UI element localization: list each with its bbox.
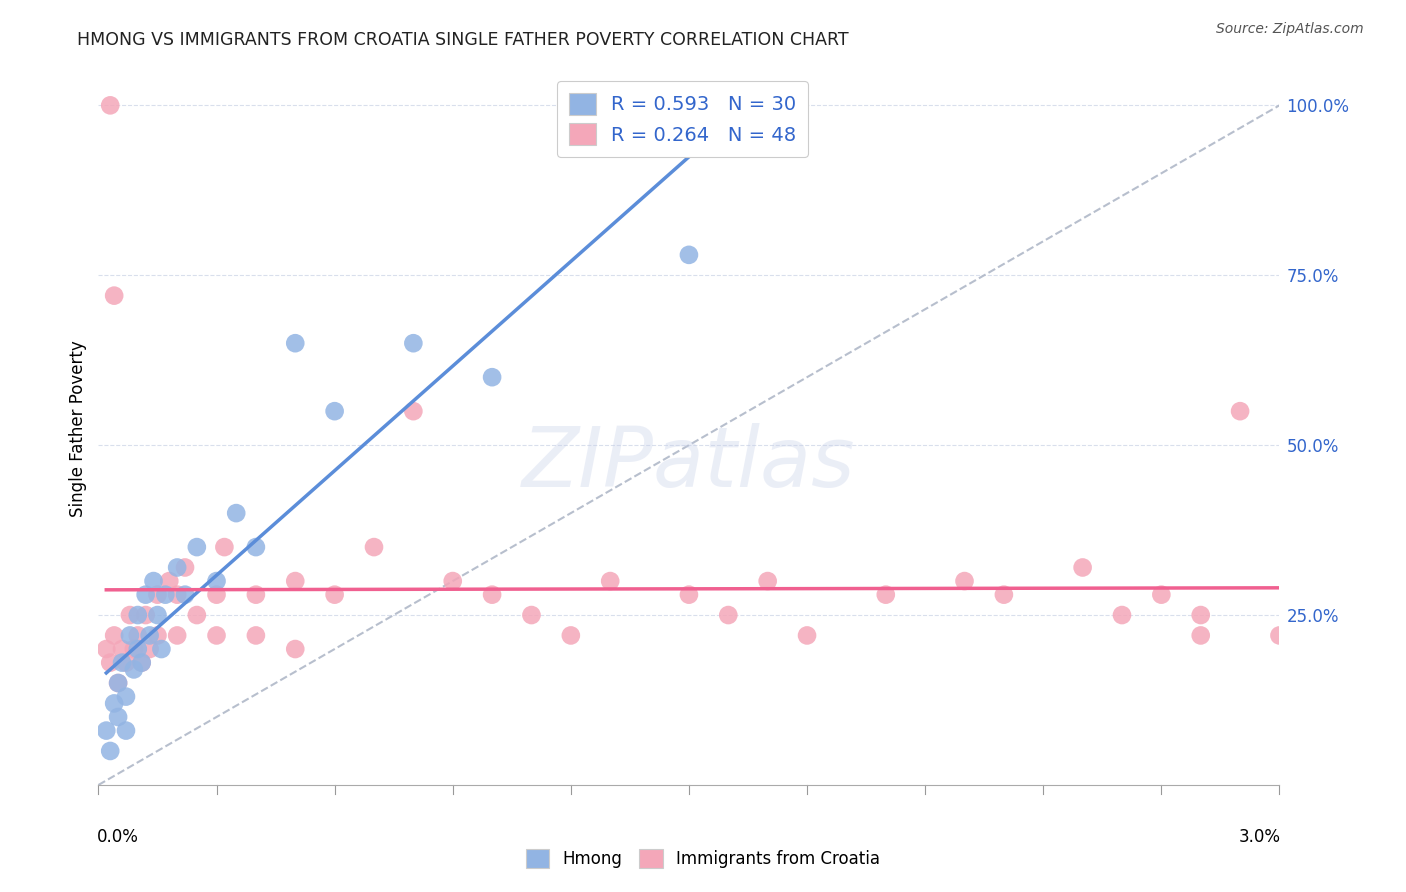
Point bbox=[166, 588, 188, 602]
Point bbox=[1150, 588, 1173, 602]
Point bbox=[98, 744, 121, 758]
Point bbox=[131, 656, 153, 670]
Point bbox=[118, 608, 141, 623]
Point bbox=[146, 588, 169, 602]
Point bbox=[1071, 560, 1094, 574]
Point bbox=[157, 574, 180, 588]
Point bbox=[402, 336, 425, 351]
Text: HMONG VS IMMIGRANTS FROM CROATIA SINGLE FATHER POVERTY CORRELATION CHART: HMONG VS IMMIGRANTS FROM CROATIA SINGLE … bbox=[77, 31, 849, 49]
Point bbox=[245, 588, 267, 602]
Point bbox=[363, 540, 385, 554]
Point bbox=[520, 608, 543, 623]
Point bbox=[953, 574, 976, 588]
Point bbox=[138, 628, 160, 642]
Point bbox=[122, 642, 145, 657]
Point bbox=[107, 710, 129, 724]
Point bbox=[131, 656, 153, 670]
Legend: R = 0.593   N = 30, R = 0.264   N = 48: R = 0.593 N = 30, R = 0.264 N = 48 bbox=[557, 81, 808, 157]
Point bbox=[127, 628, 149, 642]
Point bbox=[96, 642, 118, 657]
Point bbox=[103, 697, 125, 711]
Point bbox=[166, 628, 188, 642]
Point bbox=[122, 662, 145, 676]
Point bbox=[155, 588, 177, 602]
Point bbox=[225, 506, 247, 520]
Point bbox=[103, 628, 125, 642]
Point bbox=[323, 588, 346, 602]
Point bbox=[560, 628, 582, 642]
Point bbox=[115, 690, 138, 704]
Point bbox=[174, 560, 197, 574]
Point bbox=[678, 248, 700, 262]
Point bbox=[135, 608, 157, 623]
Point bbox=[98, 656, 121, 670]
Point bbox=[146, 628, 169, 642]
Point bbox=[174, 588, 197, 602]
Point bbox=[96, 723, 118, 738]
Text: 0.0%: 0.0% bbox=[97, 828, 139, 846]
Point bbox=[146, 608, 169, 623]
Point bbox=[118, 628, 141, 642]
Point bbox=[127, 642, 149, 657]
Point bbox=[98, 98, 121, 112]
Point bbox=[1189, 608, 1212, 623]
Point bbox=[186, 608, 208, 623]
Text: Source: ZipAtlas.com: Source: ZipAtlas.com bbox=[1216, 22, 1364, 37]
Point bbox=[205, 628, 228, 642]
Point bbox=[115, 656, 138, 670]
Point bbox=[138, 642, 160, 657]
Point bbox=[186, 540, 208, 554]
Point bbox=[1189, 628, 1212, 642]
Legend: Hmong, Immigrants from Croatia: Hmong, Immigrants from Croatia bbox=[519, 842, 887, 875]
Point bbox=[107, 676, 129, 690]
Point bbox=[245, 628, 267, 642]
Point bbox=[111, 656, 134, 670]
Point bbox=[441, 574, 464, 588]
Point bbox=[1111, 608, 1133, 623]
Point bbox=[205, 588, 228, 602]
Point bbox=[166, 560, 188, 574]
Point bbox=[142, 574, 165, 588]
Point bbox=[103, 288, 125, 302]
Point bbox=[756, 574, 779, 588]
Point bbox=[111, 642, 134, 657]
Point bbox=[678, 588, 700, 602]
Point bbox=[205, 574, 228, 588]
Point bbox=[993, 588, 1015, 602]
Point bbox=[107, 676, 129, 690]
Point bbox=[323, 404, 346, 418]
Point bbox=[245, 540, 267, 554]
Point bbox=[481, 370, 503, 384]
Point bbox=[402, 404, 425, 418]
Point bbox=[481, 588, 503, 602]
Point bbox=[284, 336, 307, 351]
Point bbox=[1268, 628, 1291, 642]
Point bbox=[115, 723, 138, 738]
Y-axis label: Single Father Poverty: Single Father Poverty bbox=[69, 340, 87, 516]
Point bbox=[150, 642, 173, 657]
Point bbox=[127, 608, 149, 623]
Point bbox=[284, 642, 307, 657]
Point bbox=[796, 628, 818, 642]
Point bbox=[284, 574, 307, 588]
Text: ZIPatlas: ZIPatlas bbox=[522, 424, 856, 504]
Point bbox=[717, 608, 740, 623]
Point bbox=[1229, 404, 1251, 418]
Point bbox=[599, 574, 621, 588]
Point bbox=[875, 588, 897, 602]
Point bbox=[214, 540, 236, 554]
Text: 3.0%: 3.0% bbox=[1239, 828, 1281, 846]
Point bbox=[135, 588, 157, 602]
